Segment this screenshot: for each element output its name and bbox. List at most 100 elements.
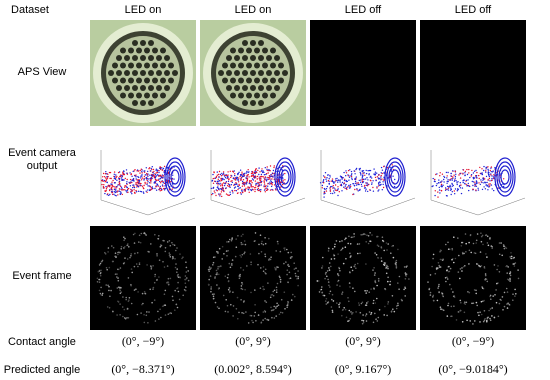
event-dot [337,181,339,183]
event-dot [338,179,340,182]
aps-hole [222,77,228,84]
event-dot [451,179,453,181]
event-dot [232,192,234,194]
event-dot [271,184,273,186]
event-dot [488,177,491,180]
frame-dot [354,290,356,293]
frame-dot [260,267,262,269]
event-dot [109,177,111,180]
frame-dot [512,299,514,302]
event-dot [111,190,113,192]
event-dot [321,184,324,187]
header-label: Dataset [11,4,49,16]
event-dot [127,191,129,194]
event-dot [348,187,351,189]
event-dot [164,185,166,187]
event-dot [245,187,247,189]
frame-dot [457,311,460,313]
frame-dot [339,285,341,287]
event-dot [106,181,109,184]
event-dot [250,186,252,188]
frame-dot [477,311,479,314]
event-dot [225,187,227,189]
frame-dot [217,265,219,268]
frame-dot [168,252,171,254]
frame-dot [384,305,386,308]
event-dot [378,178,380,180]
event-dot [357,190,359,192]
frame-dot [341,247,344,249]
event-dot [349,175,351,177]
frame-dot [482,320,485,323]
frame-dot [243,252,245,255]
aps-hole [242,85,248,91]
frame-dot [291,255,293,258]
frame-dot [156,253,158,255]
event-dot [475,185,478,187]
event-dot [108,189,111,192]
event-dot [389,166,391,168]
event-dot [105,188,108,190]
event-dot [252,179,255,181]
event-dot [450,172,452,175]
event-dot [236,185,239,187]
event-dot [470,174,473,176]
frame-dot [240,299,242,301]
frame-dot [249,314,252,317]
frame-dot [503,291,506,294]
event-dot [452,170,454,172]
event-dot [447,180,449,183]
event-dot [255,183,257,185]
event-dot [160,182,162,184]
event-dot [133,189,135,191]
frame-dot [442,309,445,311]
aps-hole [152,47,158,54]
frame-dot [397,302,399,305]
frame-dot [279,278,282,281]
event-dot [242,175,244,178]
event-dot [464,170,467,173]
event-dot [483,182,485,184]
frame-dot [321,267,323,269]
frame-dot [513,265,516,267]
event-dot [333,190,335,192]
frame-dot [177,290,180,293]
event-dot [118,183,120,186]
frame-dot [216,250,218,253]
aps-hole [238,92,244,99]
frame-bg [200,226,306,330]
frame-dot [475,292,478,295]
frame-dot [128,297,131,299]
frame-dot [479,321,481,323]
frame-dot [506,272,509,274]
frame-dot [352,287,354,290]
event-dot [222,171,225,173]
frame-dot [141,292,144,295]
frame-dot [96,277,99,280]
frame-dot [340,249,342,252]
event-dot [122,171,124,173]
frame-dot [365,320,368,322]
frame-dot [100,286,102,289]
event-dot [143,192,145,194]
event-dot [276,186,279,188]
frame-dot [126,317,128,319]
aps-hole [250,70,256,76]
frame-dot [472,323,474,325]
frame-dot [374,272,376,274]
event-dot [151,166,153,168]
frame-dot [462,265,465,268]
event-dot [264,167,266,169]
frame-dot [209,275,212,277]
event-dot [124,189,126,191]
event-dot [357,183,359,186]
event-dot [272,176,274,178]
event-dot [451,191,453,193]
event-dot [236,183,238,185]
event-frame [420,226,526,330]
event-dot [135,182,137,184]
aps-hole [112,77,118,84]
frame-dot [185,271,188,273]
frame-dot [461,241,463,244]
aps-hole [262,62,268,69]
